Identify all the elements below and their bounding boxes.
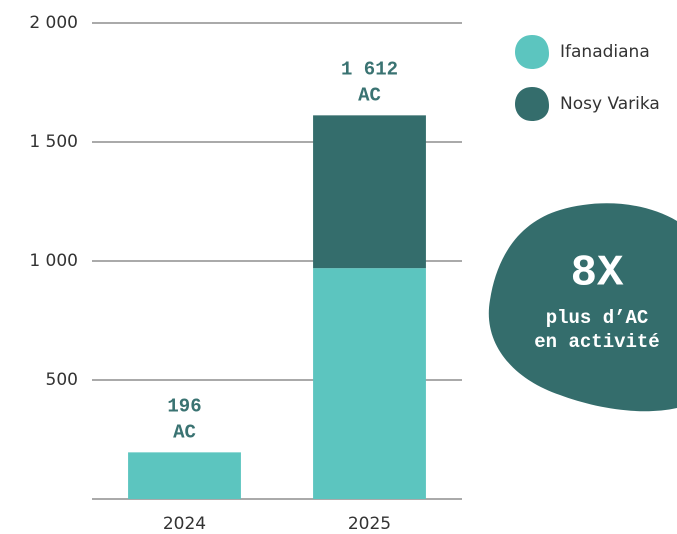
- legend-swatch: [515, 87, 549, 121]
- badge-text: plus d’AC: [546, 307, 649, 329]
- y-tick-label: 2 000: [29, 13, 78, 33]
- legend-label: Ifanadiana: [560, 42, 650, 62]
- bar-segment: [128, 452, 241, 499]
- badge-shape: [488, 203, 677, 412]
- badge-text: en activité: [534, 331, 659, 353]
- x-tick-label: 2024: [163, 514, 206, 534]
- y-tick-label: 500: [46, 370, 78, 390]
- bar-segment: [313, 115, 426, 269]
- x-tick-label: 2025: [348, 514, 391, 534]
- total-label: AC: [358, 84, 381, 106]
- total-label: 196: [167, 395, 201, 417]
- legend-swatch: [515, 35, 549, 69]
- y-tick-label: 1 500: [29, 132, 78, 152]
- total-label: AC: [173, 421, 196, 443]
- total-label: 1 612: [341, 58, 398, 80]
- y-tick-label: 1 000: [29, 251, 78, 271]
- bar-segment: [313, 268, 426, 499]
- badge-headline: 8X: [571, 249, 624, 299]
- legend-label: Nosy Varika: [560, 94, 660, 114]
